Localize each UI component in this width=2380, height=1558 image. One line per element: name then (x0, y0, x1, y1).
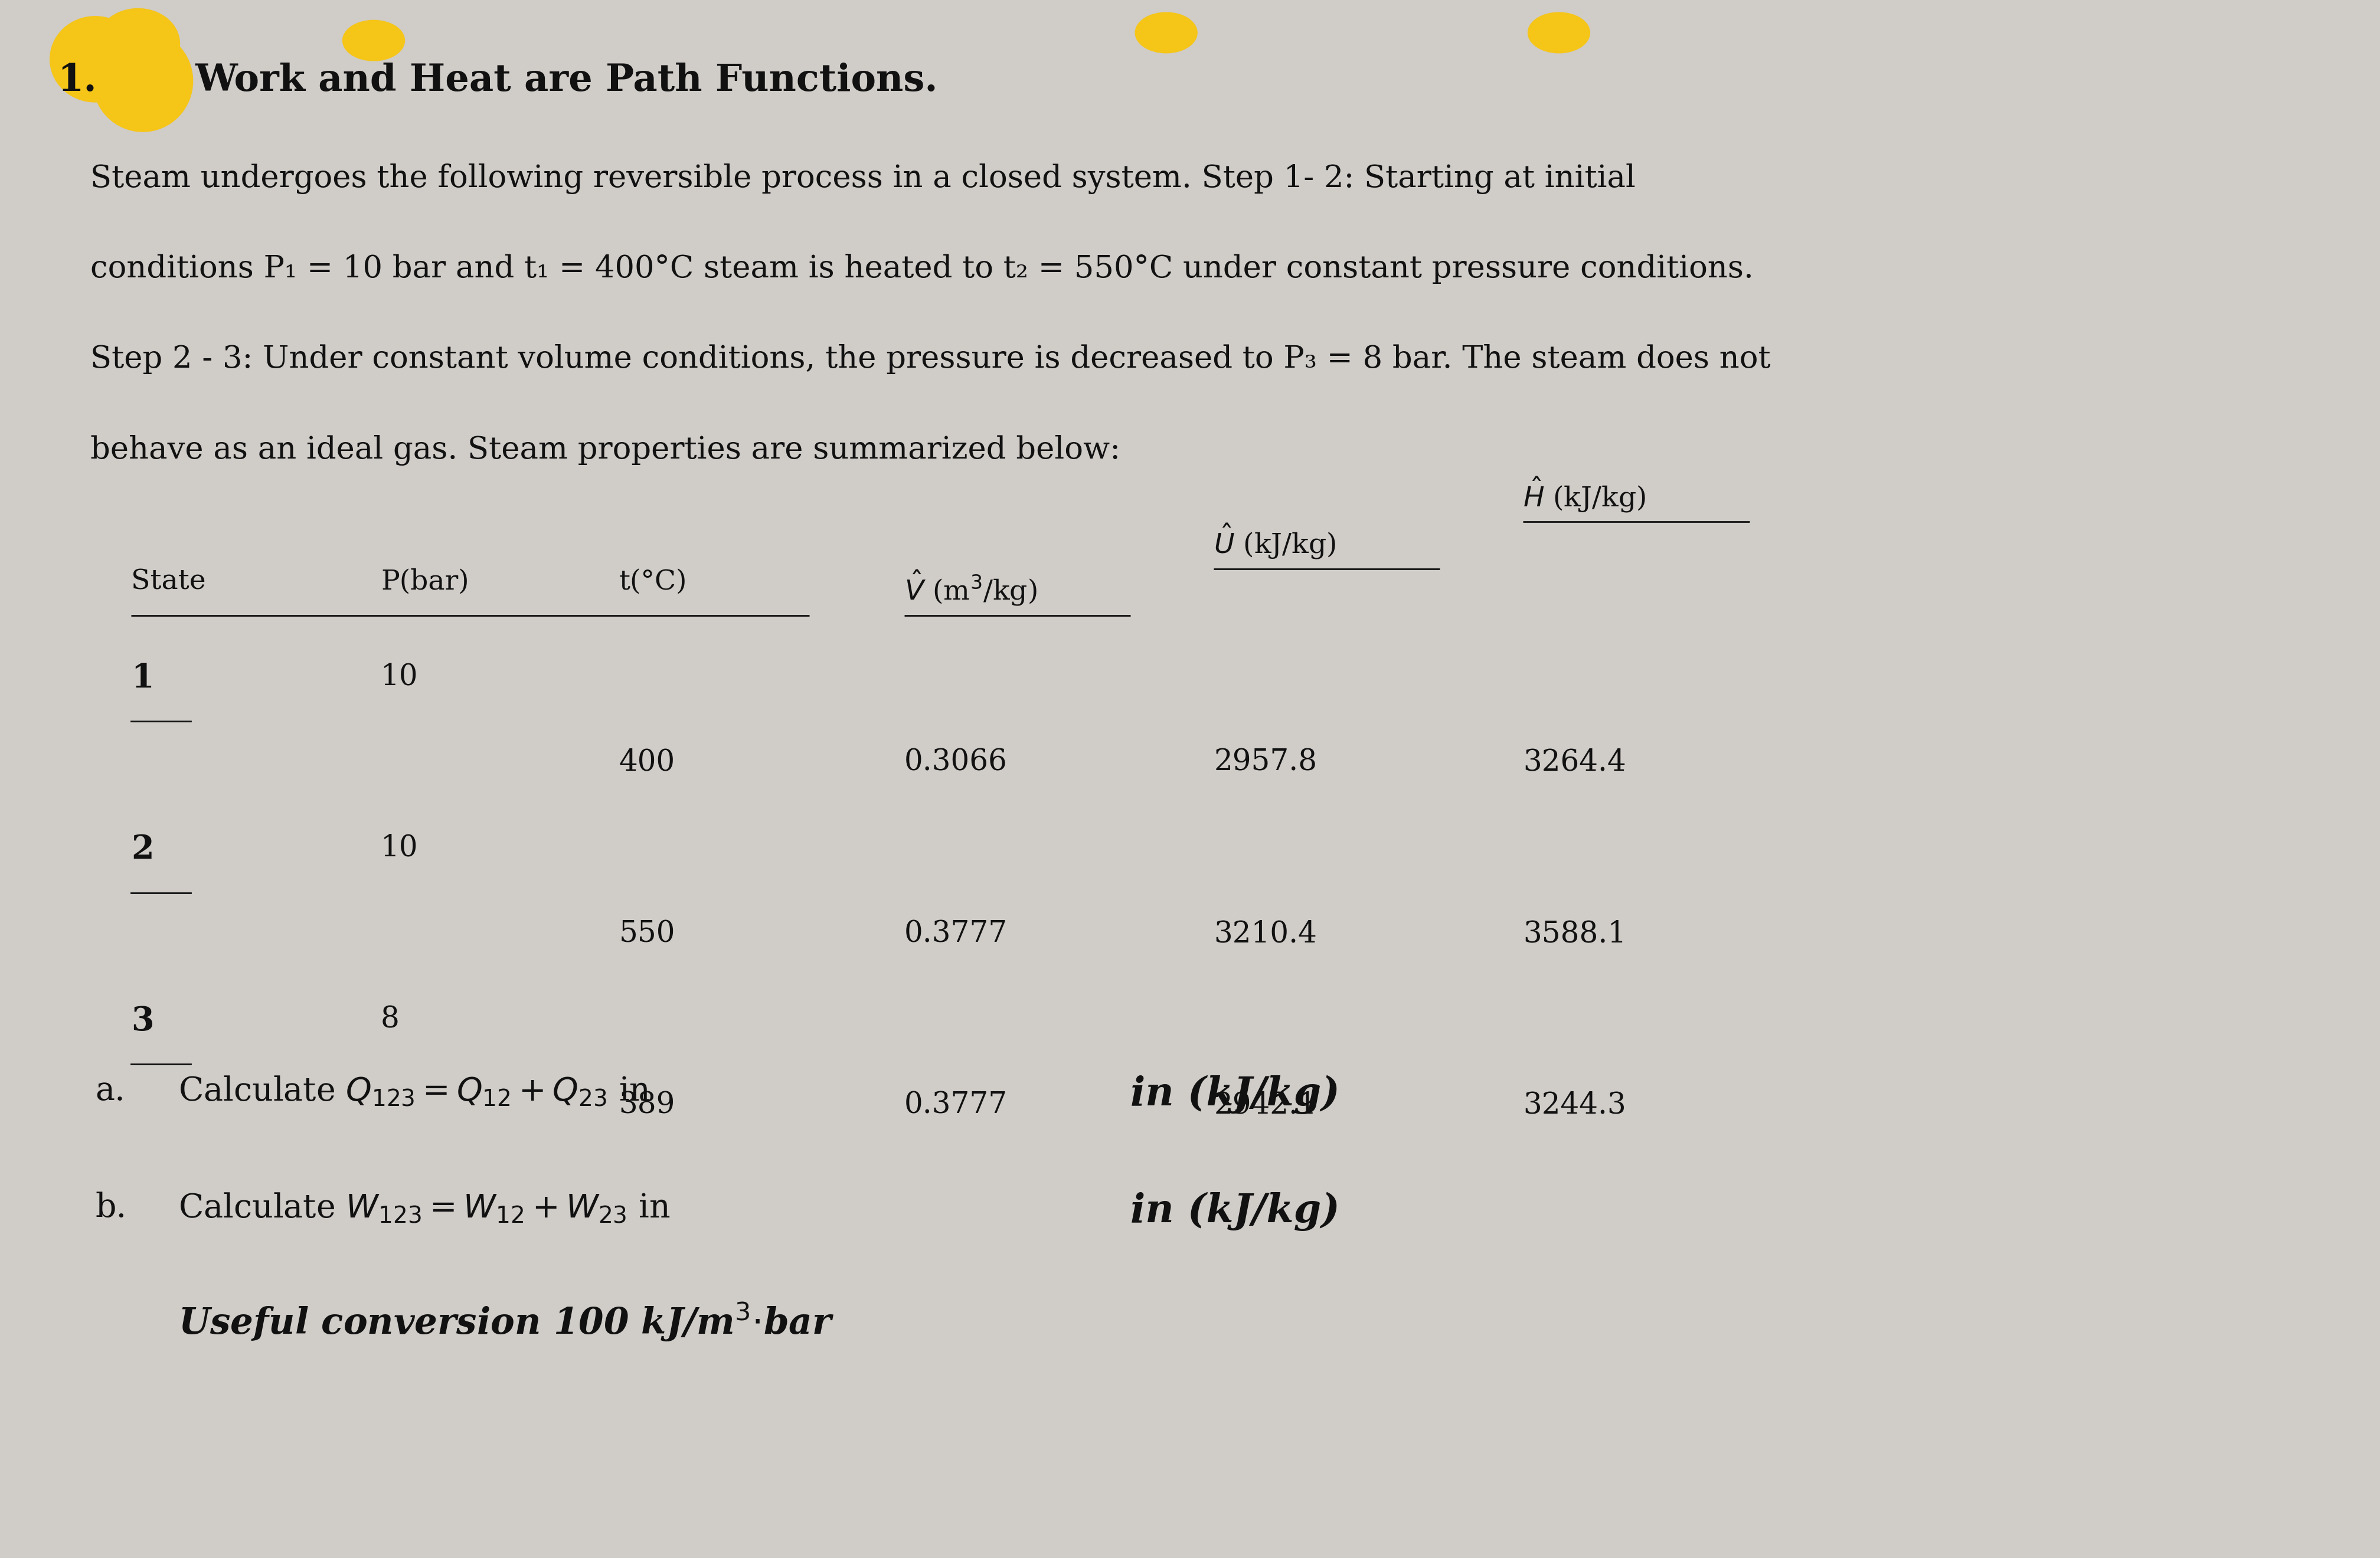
Text: a.: a. (95, 1075, 126, 1108)
Ellipse shape (93, 30, 193, 132)
Text: 400: 400 (619, 748, 676, 777)
Text: Calculate $W_{123} = W_{12} + W_{23}$ in: Calculate $W_{123} = W_{12} + W_{23}$ in (178, 1192, 671, 1225)
Text: 2: 2 (131, 834, 155, 866)
Text: $\hat{V}$ (m$^3$/kg): $\hat{V}$ (m$^3$/kg) (904, 569, 1038, 608)
Text: behave as an ideal gas. Steam properties are summarized below:: behave as an ideal gas. Steam properties… (90, 435, 1121, 466)
Text: 3210.4: 3210.4 (1214, 919, 1316, 949)
Text: 1: 1 (131, 662, 155, 695)
Text: conditions P₁ = 10 bar and t₁ = 400°C steam is heated to t₂ = 550°C under consta: conditions P₁ = 10 bar and t₁ = 400°C st… (90, 254, 1754, 284)
Text: Step 2 - 3: Under constant volume conditions, the pressure is decreased to P₃ = : Step 2 - 3: Under constant volume condit… (90, 344, 1771, 374)
Text: 3: 3 (131, 1005, 155, 1038)
Text: 389: 389 (619, 1091, 676, 1120)
Circle shape (1135, 12, 1197, 53)
Text: 0.3777: 0.3777 (904, 1091, 1007, 1120)
Text: in (kJ/kg): in (kJ/kg) (1130, 1075, 1340, 1114)
Text: Calculate $Q_{123} = Q_{12} + Q_{23}$ in: Calculate $Q_{123} = Q_{12} + Q_{23}$ in (178, 1075, 652, 1108)
Text: 10: 10 (381, 834, 419, 863)
Circle shape (1528, 12, 1590, 53)
Text: Steam undergoes the following reversible process in a closed system. Step 1- 2: : Steam undergoes the following reversible… (90, 164, 1635, 195)
Text: 10: 10 (381, 662, 419, 692)
Text: 3264.4: 3264.4 (1523, 748, 1626, 777)
Text: 8: 8 (381, 1005, 400, 1035)
Circle shape (343, 20, 405, 61)
Text: 3244.3: 3244.3 (1523, 1091, 1626, 1120)
Text: P(bar): P(bar) (381, 569, 469, 595)
Text: t(°C): t(°C) (619, 569, 688, 595)
Text: 0.3066: 0.3066 (904, 748, 1007, 777)
Text: $\hat{H}$ (kJ/kg): $\hat{H}$ (kJ/kg) (1523, 475, 1647, 514)
Text: Useful conversion 100 kJ/m$^3$$\cdot$bar: Useful conversion 100 kJ/m$^3$$\cdot$bar (178, 1301, 835, 1343)
Text: 0.3777: 0.3777 (904, 919, 1007, 949)
Ellipse shape (50, 17, 140, 103)
Text: 550: 550 (619, 919, 676, 949)
Text: $\hat{U}$ (kJ/kg): $\hat{U}$ (kJ/kg) (1214, 522, 1335, 561)
Text: 1.: 1. (57, 62, 98, 98)
Text: 2957.8: 2957.8 (1214, 748, 1316, 777)
Text: State: State (131, 569, 205, 595)
Text: in (kJ/kg): in (kJ/kg) (1130, 1192, 1340, 1231)
Text: 2942.1: 2942.1 (1214, 1091, 1316, 1120)
Text: 3588.1: 3588.1 (1523, 919, 1626, 949)
Text: Work and Heat are Path Functions.: Work and Heat are Path Functions. (195, 62, 938, 98)
Text: b.: b. (95, 1192, 126, 1225)
Ellipse shape (95, 8, 181, 79)
